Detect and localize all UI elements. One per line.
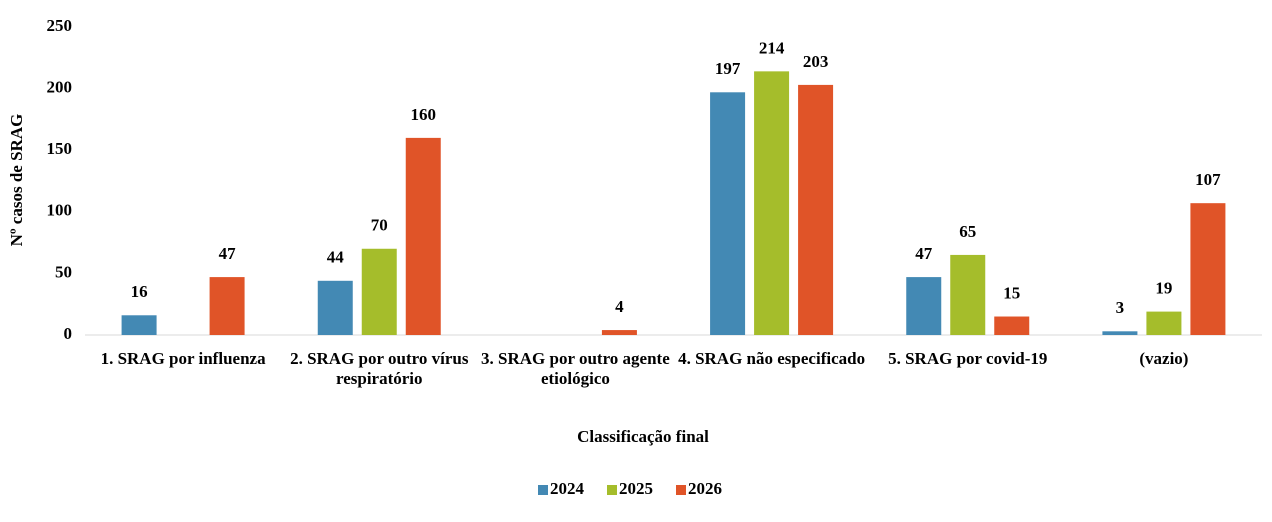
data-label: 65: [959, 222, 976, 241]
bar: [994, 316, 1030, 335]
bar: [601, 330, 637, 335]
data-label: 214: [759, 38, 785, 57]
data-label: 4: [615, 297, 624, 316]
bar: [798, 84, 834, 336]
data-label: 197: [715, 59, 741, 78]
y-tick-label: 200: [47, 78, 73, 97]
y-tick-label: 250: [47, 16, 73, 35]
bar: [361, 248, 397, 335]
legend-label: 2024: [550, 479, 585, 498]
bar: [317, 280, 353, 335]
bar: [1146, 311, 1182, 335]
bar: [754, 71, 790, 336]
x-tick-label: 2. SRAG por outro vírus respiratório: [290, 349, 469, 388]
y-tick-label: 50: [55, 262, 72, 281]
data-label: 160: [411, 105, 437, 124]
x-tick-label: 1. SRAG por influenza: [100, 349, 266, 368]
x-tick-label: 3. SRAG por outro agente etiológico: [481, 349, 670, 388]
legend-label: 2026: [688, 479, 722, 498]
x-axis-title: Classificação final: [577, 427, 709, 446]
y-axis-title: Nº casos de SRAG: [7, 114, 26, 247]
bar: [209, 277, 245, 335]
legend-swatch: [676, 485, 686, 495]
data-label: 70: [371, 216, 388, 235]
data-label: 16: [131, 282, 148, 301]
data-label: 15: [1003, 283, 1020, 302]
data-label: 47: [219, 244, 237, 263]
bar: [1102, 331, 1138, 335]
bar: [710, 92, 746, 336]
y-tick-label: 0: [64, 324, 73, 343]
legend-swatch: [607, 485, 617, 495]
bar: [121, 315, 157, 335]
data-label: 107: [1195, 170, 1221, 189]
data-label: 44: [327, 248, 345, 267]
bar: [405, 137, 441, 335]
y-tick-label: 150: [47, 139, 73, 158]
legend-label: 2025: [619, 479, 653, 498]
legend-swatch: [538, 485, 548, 495]
x-tick-label: 5. SRAG por covid-19: [888, 349, 1048, 368]
x-tick-label: (vazio): [1139, 349, 1189, 368]
x-tick-label: 4. SRAG não especificado: [678, 349, 866, 368]
data-label: 3: [1116, 298, 1125, 317]
y-tick-label: 100: [47, 201, 73, 220]
data-label: 19: [1155, 278, 1172, 297]
bar: [906, 277, 942, 335]
data-label: 203: [803, 52, 829, 71]
bar: [1190, 203, 1226, 335]
bar: [950, 254, 986, 335]
data-label: 47: [915, 244, 933, 263]
